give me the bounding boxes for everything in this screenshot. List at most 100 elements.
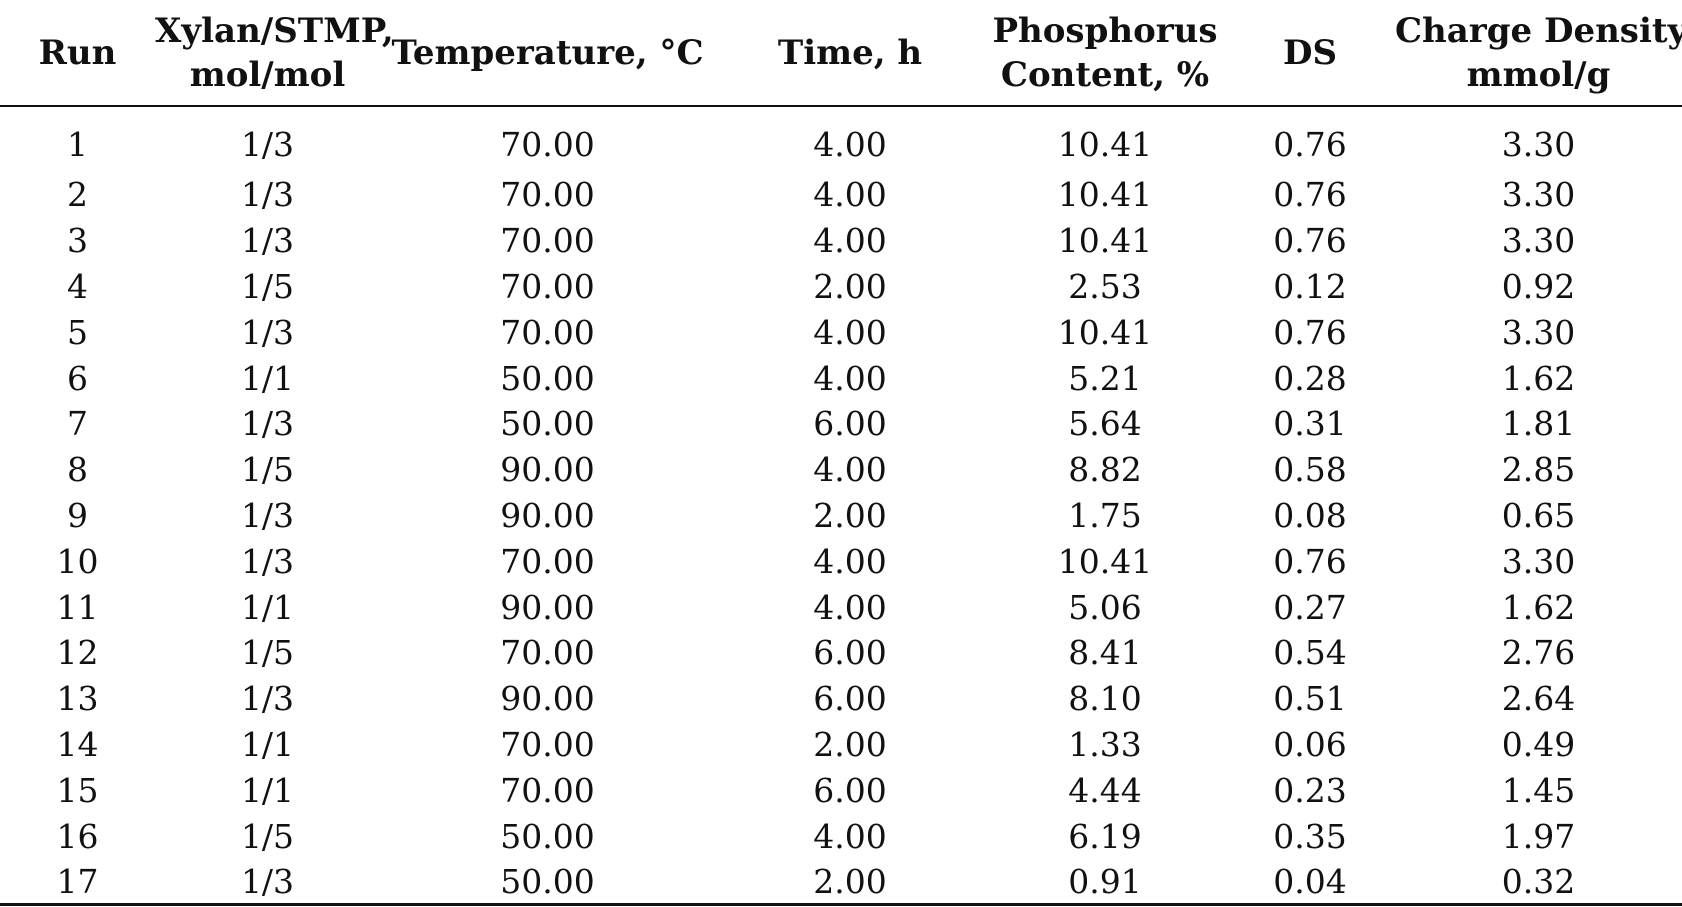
cell-ds: 0.54 — [1273, 633, 1347, 673]
table-row: 4 1/5 70.00 2.00 2.53 0.12 0.92 — [0, 264, 1682, 310]
table-row: 17 1/3 50.00 2.00 0.91 0.04 0.32 — [0, 859, 1682, 904]
cell-temperature: 50.00 — [500, 861, 595, 901]
cell-phosphorus: 10.41 — [1057, 175, 1153, 215]
cell-phosphorus: 10.41 — [1057, 221, 1153, 261]
cell-ratio: 1/3 — [240, 679, 295, 719]
cell-time: 4.00 — [813, 125, 887, 164]
table-row: 13 1/3 90.00 6.00 8.10 0.51 2.64 — [0, 676, 1682, 722]
cell-ds: 0.76 — [1273, 125, 1347, 164]
cell-time: 6.00 — [813, 770, 887, 810]
header-phosphorus: Phosphorus Content, % — [985, 0, 1225, 107]
cell-ds: 0.23 — [1273, 770, 1347, 810]
cell-ratio: 1/3 — [240, 404, 295, 444]
cell-ratio: 1/1 — [240, 724, 295, 764]
cell-temperature: 70.00 — [500, 175, 595, 215]
cell-ds: 0.35 — [1273, 816, 1347, 856]
table-row: 6 1/1 50.00 4.00 5.21 0.28 1.62 — [0, 355, 1682, 401]
table-body: 1 1/3 70.00 4.00 10.41 0.76 3.30 2 1/3 70.00 4.00 1… — [0, 106, 1682, 904]
cell-ratio: 1/5 — [240, 266, 295, 306]
cell-ratio: 1/5 — [240, 450, 295, 490]
table-row: 3 1/3 70.00 4.00 10.41 0.76 3.30 — [0, 218, 1682, 264]
header-phosphorus-line-1: Phosphorus — [992, 10, 1218, 51]
cell-time: 4.00 — [813, 358, 887, 398]
cell-temperature: 70.00 — [500, 221, 595, 261]
header-ratio-line-2: mol/mol — [189, 54, 346, 95]
cell-run: 3 — [67, 221, 88, 261]
cell-ratio: 1/3 — [240, 125, 295, 164]
cell-run: 11 — [56, 587, 99, 627]
cell-ds: 0.51 — [1273, 679, 1347, 719]
cell-phosphorus: 8.10 — [1068, 679, 1142, 719]
cell-temperature: 70.00 — [500, 724, 595, 764]
cell-time: 2.00 — [813, 861, 887, 901]
header-ratio: Xylan/STMP, mol/mol — [155, 0, 394, 107]
cell-charge: 2.76 — [1501, 633, 1576, 673]
cell-run: 5 — [67, 312, 88, 352]
cell-temperature: 70.00 — [500, 125, 595, 164]
cell-ratio: 1/1 — [240, 587, 295, 627]
cell-charge: 2.64 — [1501, 679, 1576, 719]
cell-ratio: 1/5 — [240, 633, 295, 673]
table-header: Run Xylan/STMP, mol/mol Temperature, °C … — [0, 0, 1682, 107]
cell-ds: 0.31 — [1273, 404, 1347, 444]
header-temperature: Temperature, °C — [380, 0, 715, 107]
cell-temperature: 90.00 — [500, 679, 595, 719]
cell-ratio: 1/3 — [240, 175, 295, 215]
cell-ratio: 1/1 — [240, 358, 295, 398]
cell-temperature: 70.00 — [500, 770, 595, 810]
cell-charge: 1.81 — [1501, 404, 1576, 444]
table-row: 9 1/3 90.00 2.00 1.75 0.08 0.65 — [0, 493, 1682, 539]
header-row: Run Xylan/STMP, mol/mol Temperature, °C … — [0, 0, 1682, 107]
cell-time: 6.00 — [813, 633, 887, 673]
header-run-line: Run — [38, 32, 117, 73]
header-ds-line: DS — [1282, 32, 1338, 73]
header-time: Time, h — [715, 0, 985, 107]
cell-charge: 0.49 — [1501, 724, 1576, 764]
table-row: 5 1/3 70.00 4.00 10.41 0.76 3.30 — [0, 309, 1682, 355]
cell-time: 2.00 — [813, 495, 887, 535]
cell-phosphorus: 5.64 — [1068, 404, 1142, 444]
table-row: 7 1/3 50.00 6.00 5.64 0.31 1.81 — [0, 401, 1682, 447]
cell-run: 4 — [67, 266, 88, 306]
cell-time: 2.00 — [813, 724, 887, 764]
table-row: 12 1/5 70.00 6.00 8.41 0.54 2.76 — [0, 630, 1682, 676]
cell-ratio: 1/3 — [240, 495, 295, 535]
cell-charge: 1.97 — [1501, 816, 1576, 856]
table-row: 15 1/1 70.00 6.00 4.44 0.23 1.45 — [0, 767, 1682, 813]
cell-run: 1 — [67, 125, 88, 164]
cell-time: 4.00 — [813, 221, 887, 261]
cell-run: 6 — [67, 358, 88, 398]
cell-ratio: 1/3 — [240, 221, 295, 261]
cell-temperature: 50.00 — [500, 358, 595, 398]
header-temperature-line: Temperature, °C — [391, 32, 704, 73]
cell-charge: 3.30 — [1501, 541, 1576, 581]
cell-run: 14 — [56, 724, 99, 764]
cell-ds: 0.12 — [1273, 266, 1347, 306]
cell-charge: 2.85 — [1501, 450, 1576, 490]
table-row: 1 1/3 70.00 4.00 10.41 0.76 3.30 — [0, 106, 1682, 172]
cell-run: 13 — [56, 679, 99, 719]
cell-ratio: 1/3 — [240, 312, 295, 352]
cell-ds: 0.06 — [1273, 724, 1347, 764]
header-ds: DS — [1225, 0, 1395, 107]
cell-phosphorus: 8.41 — [1068, 633, 1142, 673]
cell-phosphorus: 5.21 — [1068, 358, 1142, 398]
cell-charge: 0.65 — [1501, 495, 1576, 535]
table-row: 2 1/3 70.00 4.00 10.41 0.76 3.30 — [0, 172, 1682, 218]
table-row: 8 1/5 90.00 4.00 8.82 0.58 2.85 — [0, 447, 1682, 493]
cell-temperature: 90.00 — [500, 587, 595, 627]
cell-run: 15 — [56, 770, 99, 810]
cell-charge: 3.30 — [1501, 312, 1576, 352]
cell-charge: 0.92 — [1501, 266, 1576, 306]
cell-phosphorus: 8.82 — [1068, 450, 1142, 490]
cell-ds: 0.76 — [1273, 175, 1347, 215]
cell-phosphorus: 4.44 — [1068, 770, 1142, 810]
cell-ds: 0.58 — [1273, 450, 1347, 490]
cell-charge: 3.30 — [1501, 221, 1576, 261]
cell-run: 9 — [67, 495, 88, 535]
cell-phosphorus: 2.53 — [1068, 266, 1142, 306]
cell-ratio: 1/1 — [240, 770, 295, 810]
cell-temperature: 50.00 — [500, 404, 595, 444]
